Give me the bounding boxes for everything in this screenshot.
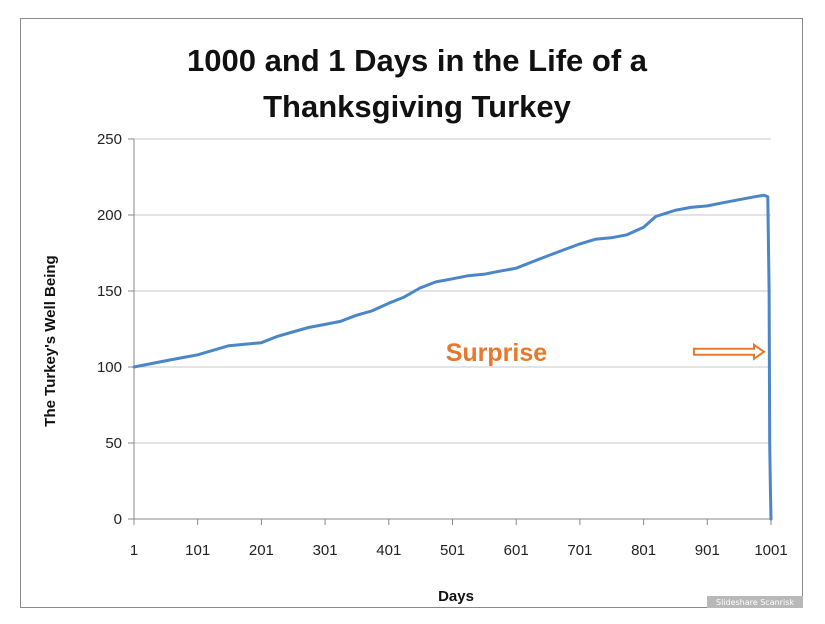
x-tick-label: 501 xyxy=(440,542,465,559)
x-tick-label: 301 xyxy=(313,542,338,559)
y-tick-label: 250 xyxy=(97,131,122,148)
turkey-chart: 1000 and 1 Days in the Life of a Thanksg… xyxy=(42,43,803,608)
x-tick-label: 201 xyxy=(249,542,274,559)
y-tick-label: 100 xyxy=(97,359,122,376)
x-tick-label: 1001 xyxy=(754,542,787,559)
y-axis-title: The Turkey's Well Being xyxy=(42,255,59,426)
y-tick-label: 200 xyxy=(97,207,122,224)
x-axis-title: Days xyxy=(438,588,474,605)
axes xyxy=(133,139,771,520)
y-axis-ticks: 0 50 100 150 200 250 xyxy=(97,131,134,528)
chart-title: 1000 and 1 Days in the Life of a Thanksg… xyxy=(187,43,648,124)
series-line xyxy=(132,193,773,521)
chart-title-line-2: Thanksgiving Turkey xyxy=(263,89,572,124)
surprise-annotation: Surprise xyxy=(446,339,548,367)
surprise-arrow xyxy=(692,342,766,361)
annotation-group: Surprise xyxy=(446,339,766,367)
chart-title-line-1: 1000 and 1 Days in the Life of a xyxy=(187,43,648,78)
x-axis-ticks: 1 101 201 301 401 501 601 701 801 901 1001 xyxy=(130,519,788,559)
x-tick-label: 1 xyxy=(130,542,138,559)
gridlines xyxy=(134,138,771,444)
x-tick-label: 401 xyxy=(376,542,401,559)
x-tick-label: 601 xyxy=(504,542,529,559)
x-tick-label: 701 xyxy=(567,542,592,559)
y-tick-label: 50 xyxy=(105,435,122,452)
y-tick-label: 0 xyxy=(114,511,122,528)
chart-frame: 1000 and 1 Days in the Life of a Thanksg… xyxy=(20,18,803,608)
y-tick-label: 150 xyxy=(97,283,122,300)
watermark-text: Slideshare Scanrisk xyxy=(716,598,794,607)
x-tick-label: 901 xyxy=(695,542,720,559)
watermark-background xyxy=(707,596,803,608)
series-line-group xyxy=(132,193,773,521)
x-tick-label: 801 xyxy=(631,542,656,559)
x-tick-label: 101 xyxy=(185,542,210,559)
